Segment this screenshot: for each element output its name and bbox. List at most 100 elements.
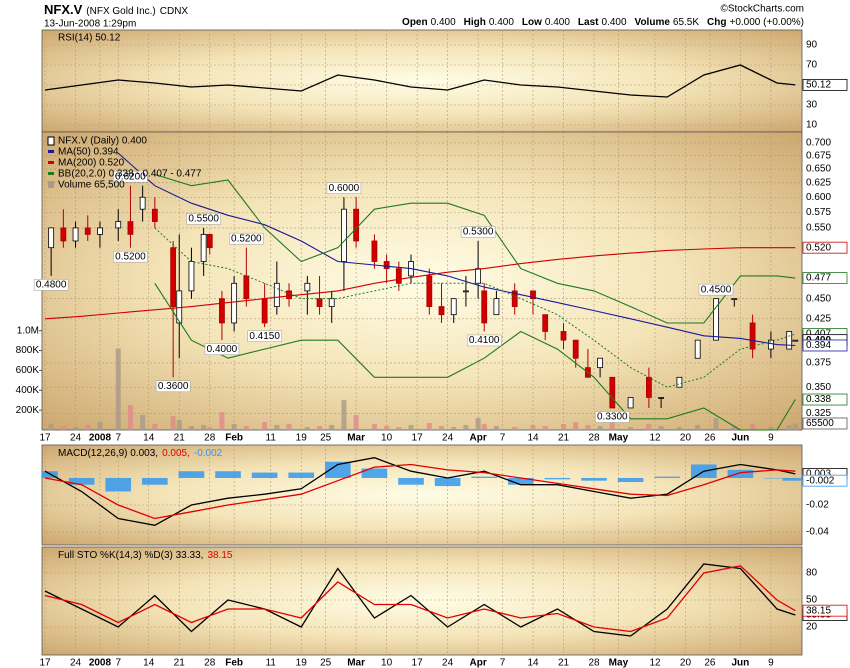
x-tick-label: Jun [732, 433, 750, 444]
legend-swatch [48, 150, 54, 153]
x-tick-label: Mar [347, 433, 365, 444]
x-tick-label: Jun [732, 658, 750, 668]
x-tick-label: Apr [469, 658, 486, 668]
y-tick-label: 90 [806, 40, 818, 51]
histogram-bar [215, 471, 241, 478]
candle-body [273, 282, 280, 307]
header-name: (NFX Gold Inc.) [86, 6, 155, 17]
volume-bar [731, 426, 737, 430]
x-tick-label: 24 [70, 433, 82, 444]
candle-body [243, 275, 250, 300]
panel-title: MACD(12,26,9) 0.003, 0.005, -0.002 [58, 448, 223, 459]
line [44, 463, 796, 520]
candle-body [115, 221, 122, 229]
quote-label: Chg [707, 17, 726, 28]
candle-body [304, 282, 311, 292]
candle-body [151, 208, 158, 222]
price-annotation: 0.6200 [115, 171, 146, 182]
last-value-label: 50.12 [806, 80, 831, 91]
volume-bar [304, 427, 310, 430]
y-tick-label: -0.04 [806, 527, 829, 538]
x-tick-label: 7 [500, 658, 506, 668]
legend-entry: MA(200) 0.520 [58, 158, 125, 169]
volume-bar [243, 426, 249, 430]
candle-body [475, 268, 482, 284]
candle-body [219, 298, 225, 324]
quote-value: 0.400 [545, 17, 570, 28]
candle-body [694, 339, 701, 359]
x-tick-label: 11 [266, 658, 277, 668]
candle-body [97, 227, 103, 235]
volume-bar [597, 426, 603, 430]
histogram-bar [361, 468, 388, 478]
price-annotation: 0.4500 [701, 284, 732, 295]
x-tick-label: 17 [39, 658, 51, 668]
candle-body [261, 298, 268, 324]
x-tick-label: 12 [649, 433, 661, 444]
x-tick-label: 26 [704, 658, 716, 668]
candle-body [511, 290, 518, 307]
x-tick-label: 14 [527, 658, 539, 668]
x-tick-label: 14 [143, 658, 155, 668]
volume-bar [48, 424, 54, 430]
y-tick-label: 0.375 [806, 358, 831, 369]
x-tick-label: 26 [704, 433, 716, 444]
panel-title: RSI(14) 50.12 [58, 33, 121, 44]
quote-label: High [464, 17, 486, 28]
y-tick-label: 0.325 [806, 408, 831, 419]
candle-body [450, 298, 457, 316]
candle-body [560, 331, 567, 341]
volume-bar [493, 426, 499, 430]
quote-value: +0.000 (+0.00%) [730, 17, 805, 28]
volume-bar [341, 400, 347, 430]
x-tick-label: 10 [381, 658, 393, 668]
volume-bar [274, 425, 280, 430]
x-tick-label: 17 [412, 433, 424, 444]
price-annotation-box [698, 283, 734, 296]
x-tick-label: 2008 [89, 433, 112, 444]
volume-bar [329, 425, 335, 430]
quote-value: 0.400 [489, 17, 514, 28]
last-value-box [802, 417, 848, 430]
candle-body [463, 290, 469, 293]
candle-body [371, 240, 378, 262]
x-tick-label: 21 [558, 658, 570, 668]
volume-bar [542, 426, 548, 430]
volume-bar [207, 427, 213, 430]
volume-bar [73, 427, 79, 430]
volume-bar [408, 425, 414, 430]
title-part: Full STO %K(14,3) %D(3) 33.33, [58, 550, 203, 561]
candle-body [646, 376, 652, 398]
volume-bar [512, 427, 518, 430]
volume-bar [201, 425, 207, 430]
x-tick-label: Feb [225, 658, 243, 668]
volume-bar [97, 422, 103, 430]
volume-bar [451, 427, 457, 430]
price-annotation-box [186, 213, 221, 225]
price-annotation-box [155, 380, 191, 393]
histogram-bar [68, 477, 95, 485]
price-annotation: 0.5500 [188, 214, 219, 225]
candle-body [72, 227, 79, 242]
y-tick-label: 0.575 [806, 207, 831, 218]
histogram-bar [251, 472, 278, 478]
x-tick-label: 20 [680, 658, 692, 668]
last-value-box [802, 604, 848, 617]
last-value-label: 38.15 [806, 605, 831, 616]
price-annotation: 0.5200 [231, 233, 262, 244]
y-tick-label: 0.550 [806, 223, 831, 234]
x-tick-label: 28 [588, 658, 600, 668]
volume-bar [530, 425, 536, 430]
x-tick-label: 14 [143, 433, 155, 444]
x-tick-label: 14 [527, 433, 539, 444]
x-tick-label: 11 [266, 433, 277, 444]
x-tick-label: 28 [204, 433, 216, 444]
legend-entry: Volume 65,500 [58, 180, 125, 191]
legend-title: NFX.V (Daily) 0.400 [58, 136, 147, 147]
price-annotation-box [326, 182, 362, 194]
x-tick-label: May [609, 658, 629, 668]
histogram-bar [581, 477, 607, 481]
x-tick-label: 7 [500, 433, 506, 444]
volume-bar [750, 424, 756, 430]
candle-body [353, 208, 360, 242]
